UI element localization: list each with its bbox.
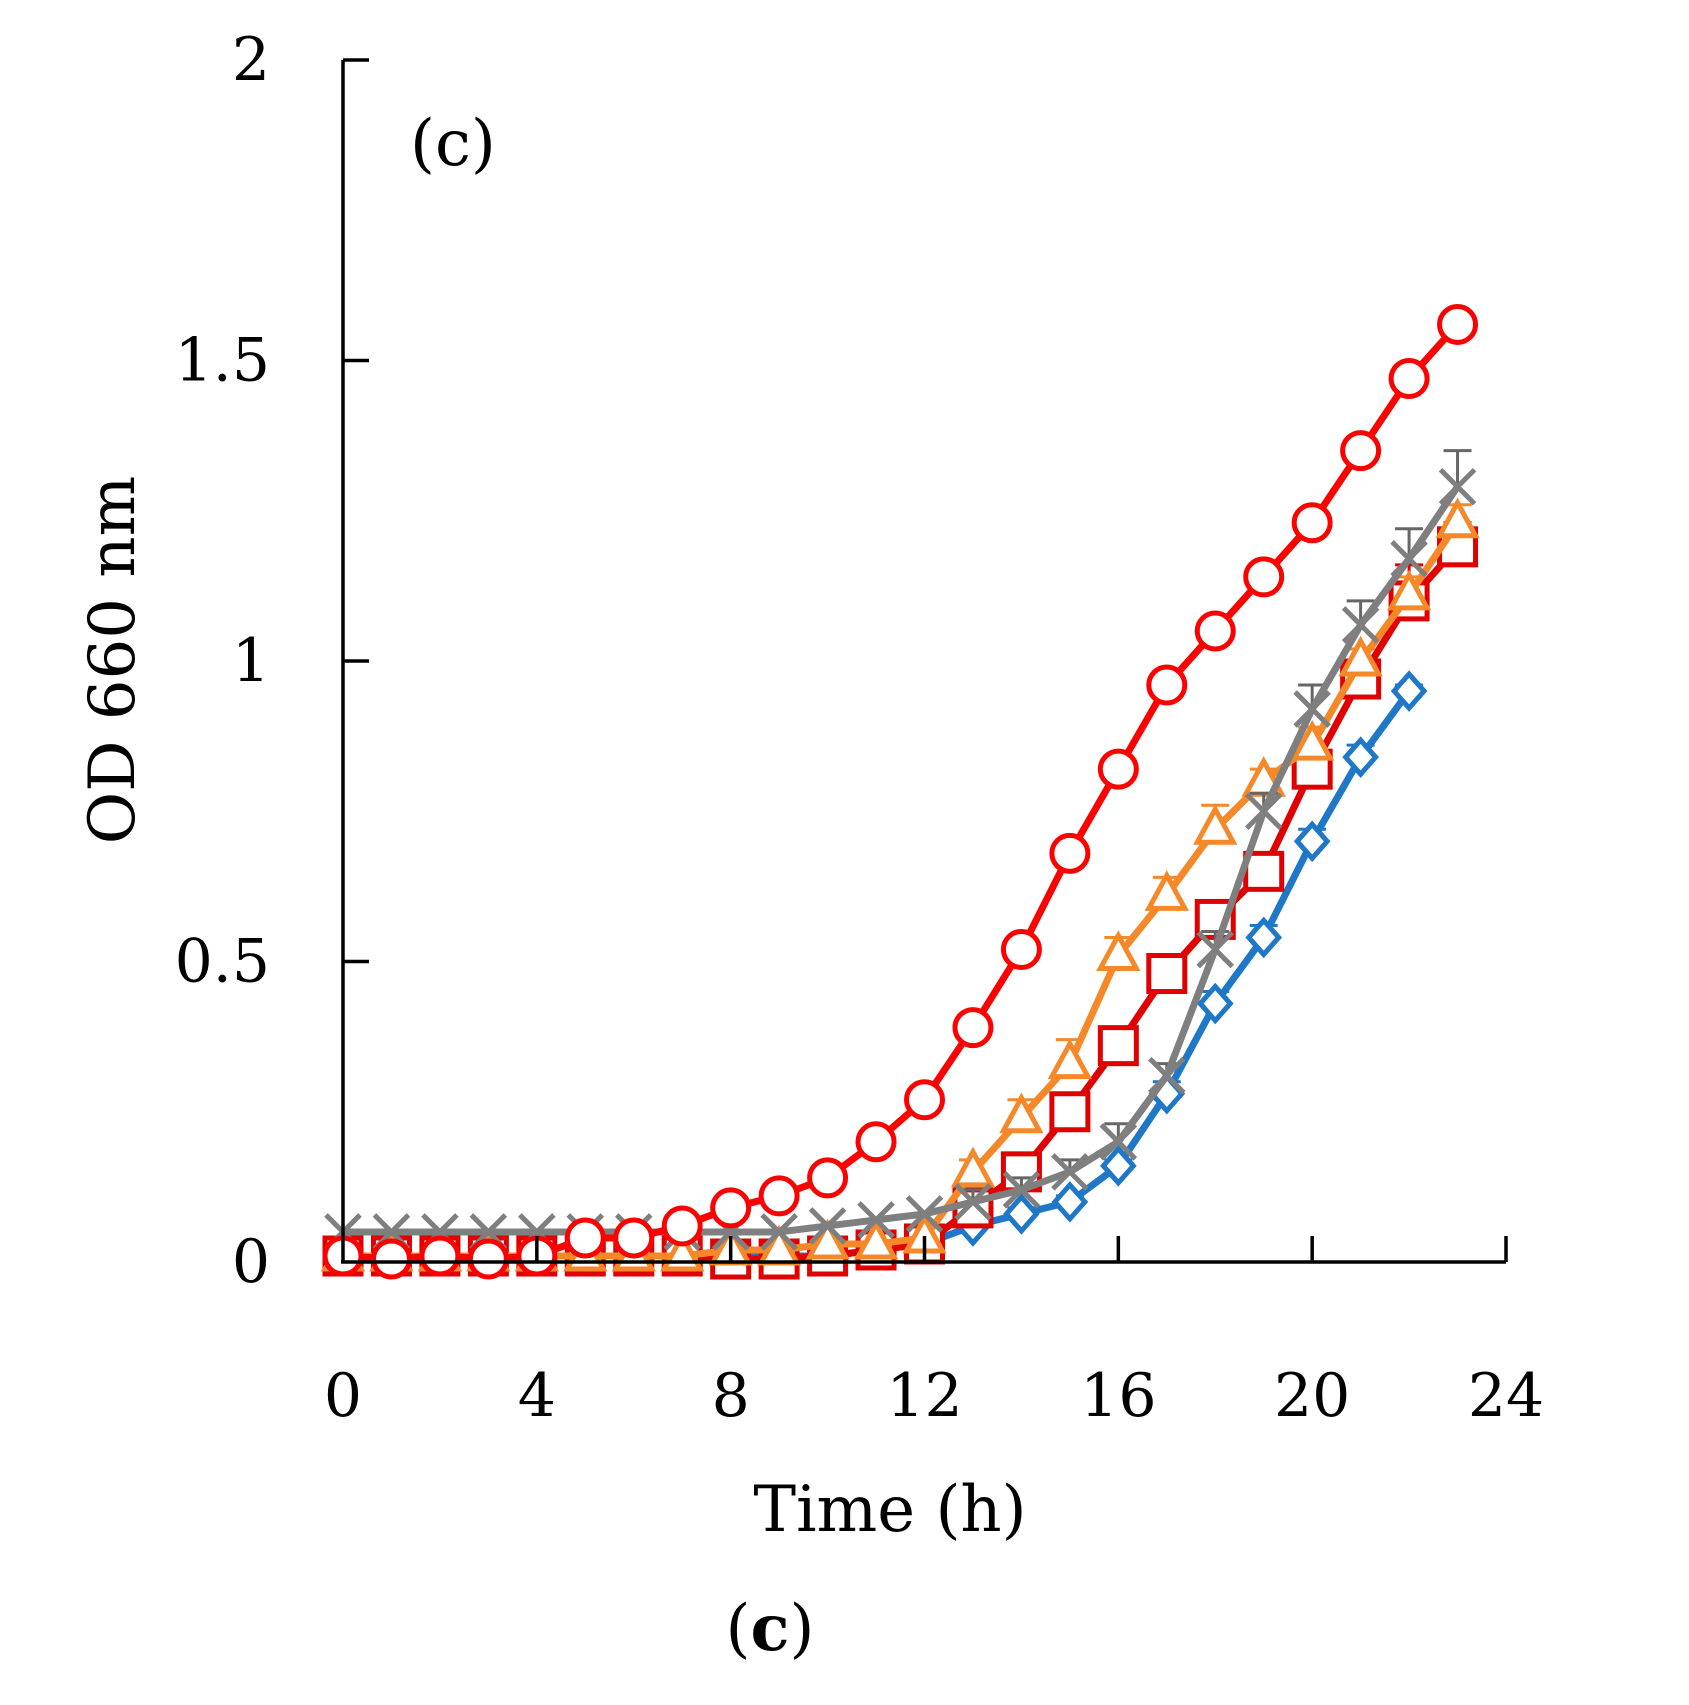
caption-open-paren: ( xyxy=(726,1592,751,1666)
circle-series-point xyxy=(370,1238,412,1280)
triangle-series-point xyxy=(805,1218,850,1260)
caption-close-paren: ) xyxy=(789,1592,814,1666)
cross-series-point xyxy=(1293,690,1331,728)
circle-series-point xyxy=(1340,430,1382,472)
cross-series-point xyxy=(1099,1123,1138,1161)
square-series-point xyxy=(1146,953,1188,995)
circle-series-point xyxy=(904,1079,945,1121)
y-tick-label: 1 xyxy=(232,626,270,696)
circle-series-point xyxy=(1437,303,1479,345)
x-tick-label: 16 xyxy=(1080,1361,1156,1431)
triangle-series-point xyxy=(1289,719,1335,761)
circle-series xyxy=(322,303,1479,1280)
y-tick-label: 2 xyxy=(232,25,270,95)
triangle-series-point xyxy=(1386,569,1432,611)
square-series-point xyxy=(1049,1091,1091,1133)
square-series-line xyxy=(343,544,1461,1263)
cross-series-point xyxy=(808,1207,847,1245)
cross-series-line xyxy=(343,484,1461,1236)
circle-series-point xyxy=(1194,610,1236,652)
triangle-series-point xyxy=(1193,804,1238,845)
diamond-series-point xyxy=(1342,736,1379,778)
x-tick-label: 8 xyxy=(712,1361,750,1431)
circle-series-point xyxy=(855,1121,897,1163)
circle-series-point xyxy=(807,1157,849,1199)
x-tick-label: 20 xyxy=(1274,1361,1350,1431)
diamond-series-line xyxy=(343,688,1412,1260)
cross-series-point xyxy=(954,1183,992,1221)
x-tick-label: 24 xyxy=(1468,1361,1544,1431)
triangle-series-point xyxy=(1338,635,1383,677)
cross-series-point xyxy=(1002,1171,1041,1209)
triangle-series-point xyxy=(950,1146,996,1188)
x-tick-label: 12 xyxy=(886,1361,962,1431)
circle-series-point xyxy=(1049,832,1091,874)
cross-series-point xyxy=(1051,1153,1089,1191)
cross-series-point xyxy=(1244,792,1283,831)
triangle-series-point xyxy=(1047,1038,1093,1080)
triangle-series-point xyxy=(1144,870,1190,911)
diamond-series-point xyxy=(1099,1145,1137,1187)
circle-series-line xyxy=(342,322,1461,1263)
y-tick-label: 1.5 xyxy=(175,326,270,396)
cross-series-point xyxy=(1341,606,1380,644)
ticks-layer: 0 4 8 12 16 20 24 0 0.5 1 1.5 2 xyxy=(175,25,1545,1431)
triangle-series-point xyxy=(853,1218,899,1260)
cross-series-point xyxy=(905,1195,944,1233)
circle-series-point xyxy=(952,1007,994,1049)
triangle-series xyxy=(320,497,1480,1272)
square-series-point xyxy=(1097,1025,1139,1067)
y-tick-label: 0.5 xyxy=(175,927,270,997)
y-tick-label: 0 xyxy=(232,1227,270,1297)
circle-series-point xyxy=(1243,556,1285,598)
diamond-series-point xyxy=(1390,670,1428,712)
square-series xyxy=(322,521,1479,1280)
cross-series-point xyxy=(760,1213,798,1251)
triangle-series-point xyxy=(1435,497,1480,539)
cross-series-point xyxy=(1438,467,1477,506)
series-layer xyxy=(320,303,1480,1280)
panel-label: (c) xyxy=(410,107,496,181)
diamond-series-point xyxy=(1003,1193,1040,1235)
caption-letter: c xyxy=(751,1591,790,1666)
cross-series-point xyxy=(1148,1056,1186,1095)
y-axis-label: OD 660 nm xyxy=(76,476,150,845)
cross-series-point xyxy=(1196,930,1235,969)
circle-series-point xyxy=(661,1205,703,1247)
diamond-series-point xyxy=(1245,916,1283,959)
circle-series-point xyxy=(758,1175,800,1217)
circle-series-point xyxy=(419,1235,461,1277)
circle-series-point xyxy=(564,1217,606,1259)
circle-series-point xyxy=(1388,358,1430,400)
triangle-series-point xyxy=(1096,930,1141,971)
diamond-series-point xyxy=(1051,1181,1089,1223)
cross-series-point xyxy=(1390,540,1428,578)
square-series-point xyxy=(1243,850,1285,892)
circle-series-point xyxy=(710,1187,752,1229)
diamond-series-point xyxy=(1293,820,1331,863)
x-tick-label: 0 xyxy=(324,1361,362,1431)
circle-series-point xyxy=(1146,664,1188,706)
circle-series-point xyxy=(1291,502,1333,544)
cross-series-point xyxy=(857,1201,895,1239)
triangle-series-point xyxy=(999,1092,1044,1134)
x-tick-label: 4 xyxy=(518,1361,556,1431)
circle-series-point xyxy=(467,1238,509,1280)
circle-series-point xyxy=(1000,928,1042,970)
circle-series-point xyxy=(613,1217,655,1259)
x-axis-label: Time (h) xyxy=(753,1473,1026,1547)
figure-caption: (c) xyxy=(726,1591,815,1666)
circle-series-point xyxy=(1097,748,1139,790)
diamond-series-point xyxy=(1196,982,1234,1025)
